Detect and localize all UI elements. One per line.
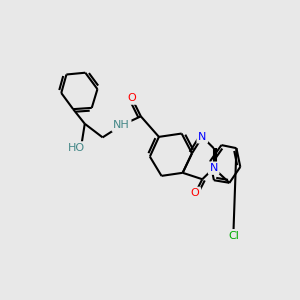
Text: N: N (209, 163, 218, 173)
Text: O: O (128, 93, 136, 103)
Text: NH: NH (113, 120, 130, 130)
Text: H: H (77, 143, 85, 153)
Text: O: O (191, 188, 200, 198)
Text: HO: HO (68, 143, 85, 153)
Text: Cl: Cl (228, 231, 239, 241)
Text: N: N (198, 132, 206, 142)
